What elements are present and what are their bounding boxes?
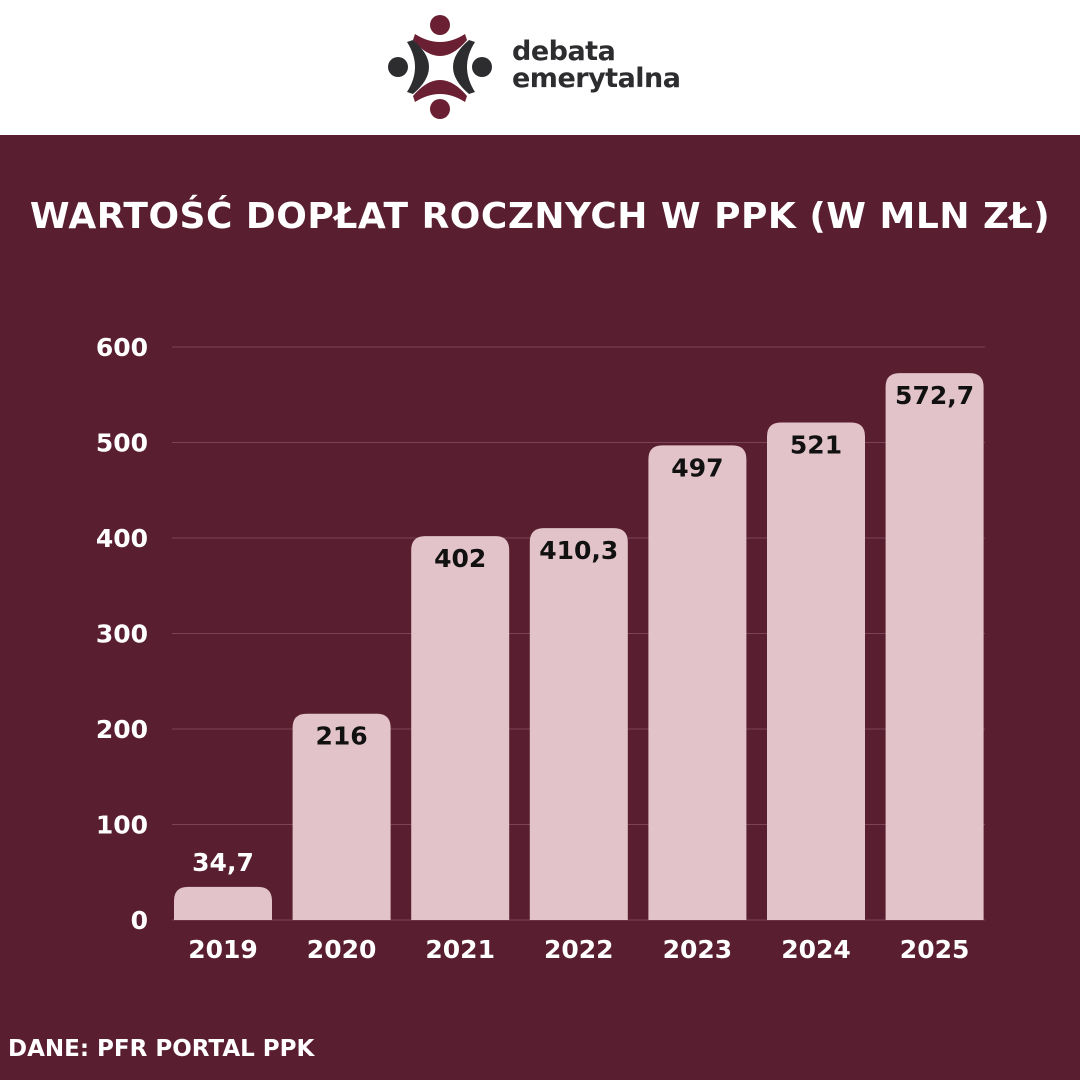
bar <box>174 886 272 920</box>
data-label: 572,7 <box>895 381 974 410</box>
brand-line1: debata <box>512 36 616 67</box>
data-label: 402 <box>434 544 486 573</box>
data-label: 216 <box>316 722 368 751</box>
data-label: 410,3 <box>539 536 618 565</box>
y-tick-label: 0 <box>131 906 148 935</box>
data-label: 34,7 <box>192 848 254 877</box>
debata-emerytalna-logo <box>388 15 492 119</box>
x-tick-label: 2023 <box>663 935 733 964</box>
x-tick-label: 2021 <box>425 935 495 964</box>
x-tick-label: 2019 <box>188 935 258 964</box>
brand-name: debata emerytalna <box>512 38 681 92</box>
x-tick-label: 2025 <box>900 935 970 964</box>
bar <box>292 713 391 920</box>
bar <box>529 528 628 920</box>
y-tick-label: 300 <box>96 620 148 649</box>
x-tick-label: 2020 <box>307 935 377 964</box>
y-tick-label: 400 <box>96 524 148 553</box>
bar <box>648 445 747 920</box>
y-tick-label: 500 <box>96 429 148 458</box>
y-tick-label: 200 <box>96 715 148 744</box>
bar <box>411 536 510 920</box>
data-label: 521 <box>790 430 842 459</box>
x-tick-label: 2024 <box>781 935 851 964</box>
data-source: DANE: PFR PORTAL PPK <box>8 1036 315 1062</box>
data-label: 497 <box>671 453 723 482</box>
bar <box>767 422 865 920</box>
x-tick-label: 2022 <box>544 935 614 964</box>
y-tick-label: 100 <box>96 811 148 840</box>
y-tick-label: 600 <box>96 333 148 362</box>
brand-line2: emerytalna <box>512 63 681 94</box>
header: debata emerytalna <box>0 0 1080 135</box>
chart-title: WARTOŚĆ DOPŁAT ROCZNYCH W PPK (W MLN ZŁ) <box>29 196 1051 237</box>
bar <box>885 373 984 920</box>
